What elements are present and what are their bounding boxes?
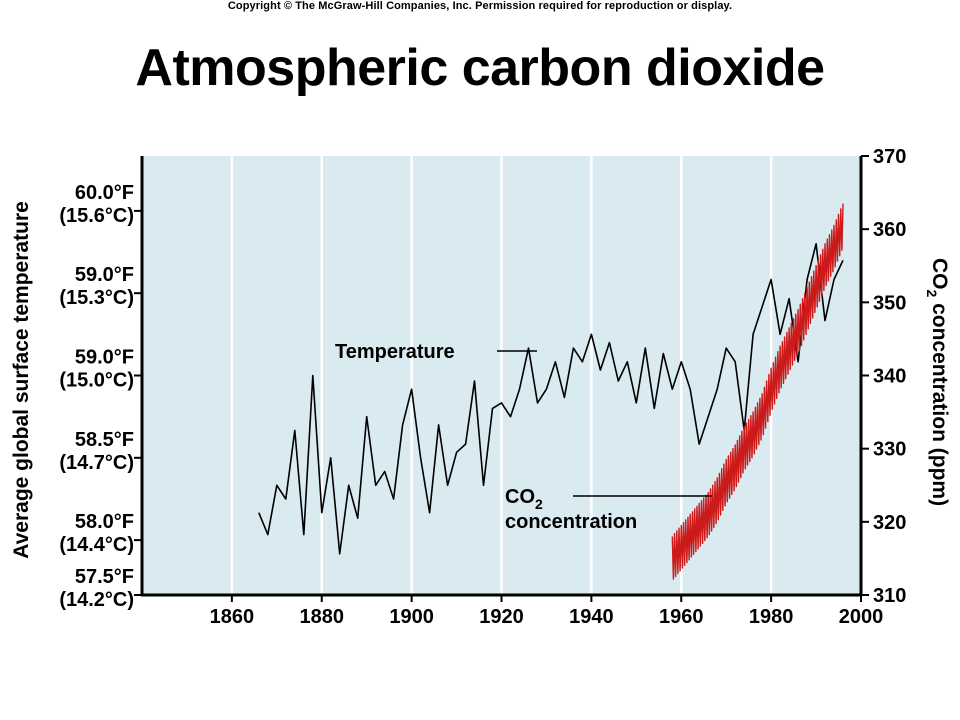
y-axis-label-right: CO2 concentration (ppm): [924, 258, 951, 506]
co2-annotation: CO2: [505, 486, 543, 512]
x-tick-label: 1920: [479, 606, 524, 628]
temperature-annotation: Temperature: [335, 341, 455, 363]
y-tick-label-right: 360: [873, 219, 906, 241]
co2-annotation-line2: concentration: [505, 511, 637, 533]
y-tick-label-c: (14.4°C): [59, 534, 134, 556]
x-tick-label: 1860: [210, 606, 255, 628]
co2-line: [671, 203, 844, 580]
y-tick-label-f: 58.0°F: [75, 511, 134, 533]
y-tick-label-c: (15.3°C): [59, 287, 134, 309]
y-tick-label-f: 60.0°F: [75, 182, 134, 204]
page-title: Atmospheric carbon dioxide: [135, 39, 825, 97]
y-tick-label-right: 320: [873, 512, 906, 534]
y-tick-label-f: 58.5°F: [75, 429, 134, 451]
y-tick-label-c: (14.7°C): [59, 452, 134, 474]
x-tick-label: 1980: [749, 606, 794, 628]
y-tick-label-f: 59.0°F: [75, 264, 134, 286]
x-tick-label: 1900: [389, 606, 434, 628]
y-tick-label-c: (14.2°C): [59, 589, 134, 611]
gridlines: [230, 156, 773, 595]
y-tick-label-f: 59.0°F: [75, 347, 134, 369]
x-tick-label: 1880: [300, 606, 345, 628]
y-axis-label-left: Average global surface temperature: [10, 201, 33, 559]
series: [258, 203, 844, 580]
x-tick-label: 2000: [839, 606, 884, 628]
y-tick-label-c: (15.6°C): [59, 205, 134, 227]
y-tick-label-c: (15.0°C): [59, 370, 134, 392]
temperature-line: [258, 243, 844, 555]
y-tick-label-right: 310: [873, 585, 906, 607]
y-tick-label-right: 370: [873, 146, 906, 168]
y-tick-label-right: 330: [873, 439, 906, 461]
copyright-notice: Copyright © The McGraw-Hill Companies, I…: [227, 0, 733, 12]
x-tick-label: 1940: [569, 606, 614, 628]
y-tick-label-right: 350: [873, 292, 906, 314]
y-tick-label-f: 57.5°F: [75, 566, 134, 588]
y-tick-label-right: 340: [873, 366, 906, 388]
x-tick-label: 1960: [659, 606, 704, 628]
tick-labels: 1860 1880 1900 1920 1940 1960 1980 200057.5°F(1…: [59, 146, 906, 628]
